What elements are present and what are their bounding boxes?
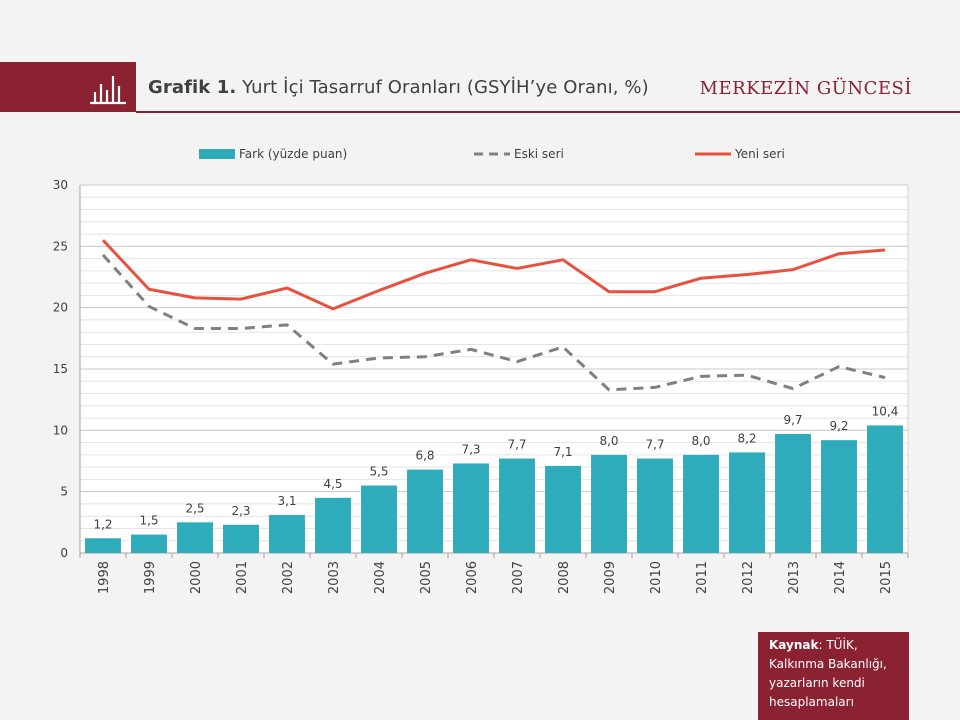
x-tick-label: 1998 bbox=[97, 561, 112, 594]
bar-data-label: 8,2 bbox=[737, 431, 756, 445]
x-tick-label: 2000 bbox=[189, 561, 204, 594]
x-tick-label: 2005 bbox=[419, 561, 434, 594]
x-tick-label: 2001 bbox=[235, 561, 250, 594]
page-title: Grafik 1. Yurt İçi Tasarruf Oranları (GS… bbox=[148, 77, 649, 98]
bar bbox=[85, 538, 121, 553]
logo-box bbox=[0, 62, 136, 112]
bar-data-label: 3,1 bbox=[277, 494, 296, 508]
y-tick-label: 5 bbox=[60, 485, 68, 499]
bar-data-label: 7,7 bbox=[507, 438, 526, 452]
source-note: Kaynak: TÜİK, Kalkınma Bakanlığı, yazarl… bbox=[758, 632, 909, 720]
bar-data-label: 9,2 bbox=[829, 419, 848, 433]
bar bbox=[361, 485, 397, 553]
y-tick-label: 25 bbox=[53, 239, 68, 253]
bar bbox=[545, 465, 581, 553]
x-tick-label: 2014 bbox=[833, 561, 848, 594]
bar bbox=[637, 458, 673, 553]
bar-data-label: 1,2 bbox=[93, 517, 112, 531]
source-label: Kaynak bbox=[769, 638, 819, 652]
bar-data-label: 7,7 bbox=[645, 438, 664, 452]
x-tick-label: 2003 bbox=[327, 561, 342, 594]
bar bbox=[775, 434, 811, 553]
legend-label-old: Eski seri bbox=[514, 147, 564, 161]
legend-item-bar: Fark (yüzde puan) bbox=[199, 147, 347, 161]
bar-data-label: 10,4 bbox=[872, 404, 899, 418]
bar bbox=[315, 497, 351, 553]
title-text: Yurt İçi Tasarruf Oranları (GSYİH’ye Ora… bbox=[242, 77, 649, 98]
series-line-new bbox=[101, 239, 886, 311]
x-tick-label: 2015 bbox=[879, 561, 894, 594]
bar-data-label: 8,0 bbox=[691, 434, 710, 448]
header-divider bbox=[136, 111, 960, 113]
y-tick-label: 15 bbox=[53, 362, 68, 376]
bar-data-label: 8,0 bbox=[599, 434, 618, 448]
legend-label-new: Yeni seri bbox=[735, 147, 785, 161]
bar bbox=[729, 452, 765, 553]
chart-legend: Fark (yüzde puan) Eski seri Yeni seri bbox=[0, 147, 960, 165]
title-label: Grafik 1. bbox=[148, 77, 237, 98]
x-tick-label: 2011 bbox=[695, 561, 710, 594]
legend-item-old: Eski seri bbox=[474, 147, 564, 161]
x-tick-label: 2012 bbox=[741, 561, 756, 594]
bar-data-label: 2,5 bbox=[185, 501, 204, 515]
legend-swatch-new bbox=[695, 152, 731, 156]
bar-data-label: 1,5 bbox=[139, 514, 158, 528]
x-tick-label: 2008 bbox=[557, 561, 572, 594]
x-tick-label: 2004 bbox=[373, 561, 388, 594]
bar-data-label: 4,5 bbox=[323, 477, 342, 491]
bar-data-label: 2,3 bbox=[231, 504, 250, 518]
x-tick-label: 2010 bbox=[649, 561, 664, 594]
bar bbox=[269, 514, 305, 553]
x-tick-label: 2007 bbox=[511, 561, 526, 594]
bar bbox=[591, 454, 627, 553]
x-tick-label: 2009 bbox=[603, 561, 618, 594]
y-tick-label: 0 bbox=[60, 546, 68, 560]
source-text: : TÜİK, Kalkınma Bakanlığı, yazarların k… bbox=[769, 638, 887, 709]
bar-data-label: 7,1 bbox=[553, 445, 572, 459]
bar bbox=[821, 440, 857, 553]
y-tick-label: 30 bbox=[53, 178, 68, 192]
bar bbox=[499, 458, 535, 553]
bar-chart-icon bbox=[90, 76, 126, 105]
legend-swatch-old bbox=[474, 152, 510, 156]
legend-label-bar: Fark (yüzde puan) bbox=[239, 147, 348, 161]
x-tick-label: 1999 bbox=[143, 561, 158, 594]
bar bbox=[223, 524, 259, 553]
bar bbox=[177, 522, 213, 553]
x-tick-label: 2006 bbox=[465, 561, 480, 594]
bar-data-label: 6,8 bbox=[415, 449, 434, 463]
bar bbox=[867, 425, 903, 553]
bar bbox=[131, 534, 167, 553]
bar-data-label: 5,5 bbox=[369, 465, 388, 479]
bar-data-label: 9,7 bbox=[783, 413, 802, 427]
brand-name: MERKEZİN GÜNCESİ bbox=[699, 78, 912, 99]
chart-plot: 0 5 10 15 20 25 30 1,2 1,5 2,5 2,3 3,1 4,5 5,5 6,8 7,3 7… bbox=[53, 178, 909, 594]
y-tick-label: 10 bbox=[53, 423, 68, 437]
bar bbox=[453, 463, 489, 553]
bar bbox=[407, 469, 443, 553]
series-line-old bbox=[101, 253, 886, 392]
x-tick-label: 2013 bbox=[787, 561, 802, 594]
y-tick-label: 20 bbox=[53, 301, 68, 315]
x-tick-label: 2002 bbox=[281, 561, 296, 594]
legend-swatch-bar bbox=[199, 149, 235, 159]
bar bbox=[683, 454, 719, 553]
legend-item-new: Yeni seri bbox=[695, 147, 785, 161]
bar-data-label: 7,3 bbox=[461, 442, 480, 456]
